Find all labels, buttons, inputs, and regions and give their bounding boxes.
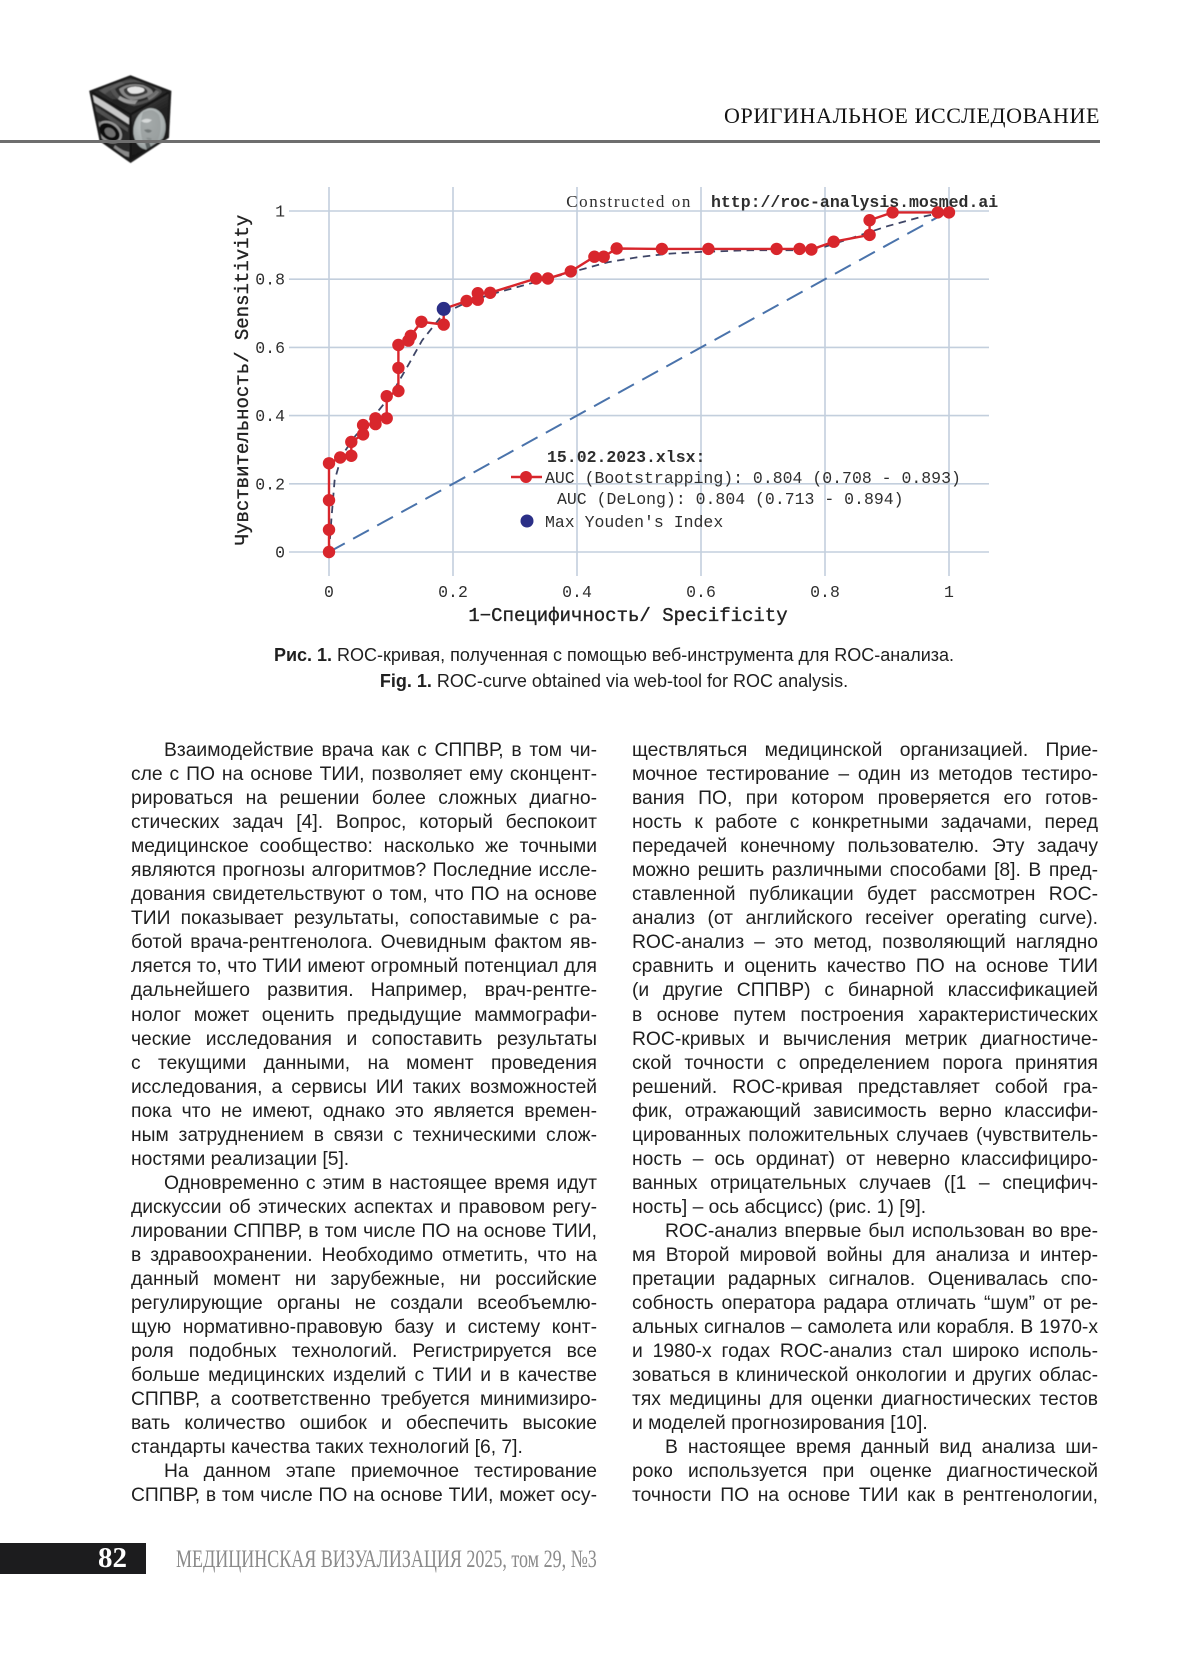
svg-text:0.4: 0.4 xyxy=(255,407,285,426)
svg-text:Чувствительность/ Sensitivity: Чувствительность/ Sensitivity xyxy=(232,215,254,546)
svg-text:0.2: 0.2 xyxy=(255,475,285,494)
svg-text:0.8: 0.8 xyxy=(255,271,285,290)
svg-text:1: 1 xyxy=(275,203,285,222)
svg-text:0.6: 0.6 xyxy=(686,583,716,602)
svg-text:0: 0 xyxy=(275,544,285,563)
svg-text:AUC (Bootstrapping): 0.804 (0.: AUC (Bootstrapping): 0.804 (0.708 - 0.89… xyxy=(545,469,961,488)
svg-text:0.6: 0.6 xyxy=(255,339,285,358)
svg-text:0.4: 0.4 xyxy=(562,583,592,602)
svg-text:1: 1 xyxy=(944,583,954,602)
svg-text:0.8: 0.8 xyxy=(810,583,840,602)
svg-text:15.02.2023.xlsx:: 15.02.2023.xlsx: xyxy=(547,448,705,467)
svg-text:1−Специфичность/ Specificity: 1−Специфичность/ Specificity xyxy=(468,605,787,627)
svg-text:Constructed on: Constructed on xyxy=(566,192,692,211)
svg-text:http://roc-analysis.mosmed.ai: http://roc-analysis.mosmed.ai xyxy=(711,193,998,212)
svg-text:0.2: 0.2 xyxy=(438,583,468,602)
svg-text:AUC (DeLong): 0.804 (0.713 - 0: AUC (DeLong): 0.804 (0.713 - 0.894) xyxy=(557,490,904,509)
svg-text:Max Youden's Index: Max Youden's Index xyxy=(545,513,723,532)
svg-text:0: 0 xyxy=(324,583,334,602)
